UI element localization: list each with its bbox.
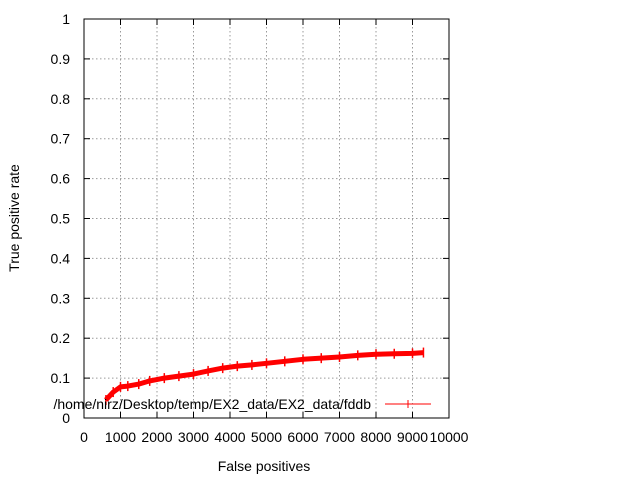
x-tick-label: 4000 — [214, 429, 245, 445]
series-layer — [104, 347, 425, 406]
x-tick-label: 1000 — [105, 429, 136, 445]
x-tick-label: 9000 — [397, 429, 428, 445]
y-tick-labels: 0 0.1 0.2 0.3 0.4 0.5 0.6 0.7 0.8 0.9 1 — [51, 11, 71, 426]
x-tick-label: 8000 — [360, 429, 391, 445]
x-tick-label: 0 — [80, 429, 88, 445]
x-tick-labels: 0 1000 2000 3000 4000 5000 6000 7000 8000 9000 100… — [80, 429, 469, 445]
y-tick-label: 0 — [62, 410, 70, 426]
y-tick-label: 0.4 — [51, 250, 71, 266]
tick-marks — [83, 18, 450, 419]
x-tick-label: 2000 — [141, 429, 172, 445]
y-tick-label: 0.1 — [51, 370, 71, 386]
y-tick-label: 0.9 — [51, 51, 71, 67]
y-axis-label: True positive rate — [6, 164, 22, 272]
x-tick-label: 10000 — [430, 429, 469, 445]
y-tick-label: 0.8 — [51, 91, 71, 107]
y-tick-label: 0.2 — [51, 330, 71, 346]
x-tick-label: 7000 — [324, 429, 355, 445]
y-tick-label: 0.7 — [51, 131, 71, 147]
plot-frame — [83, 18, 450, 419]
legend: /home/nirz/Desktop/temp/EX2_data/EX2_dat… — [53, 396, 431, 412]
y-tick-label: 0.3 — [51, 290, 71, 306]
x-tick-label: 6000 — [287, 429, 318, 445]
y-tick-label: 1 — [62, 11, 70, 27]
x-tick-label: 3000 — [178, 429, 209, 445]
x-axis-label: False positives — [218, 458, 311, 474]
y-tick-label: 0.5 — [51, 211, 71, 227]
legend-label: /home/nirz/Desktop/temp/EX2_data/EX2_dat… — [53, 396, 371, 412]
y-tick-label: 0.6 — [51, 171, 71, 187]
x-tick-label: 5000 — [251, 429, 282, 445]
